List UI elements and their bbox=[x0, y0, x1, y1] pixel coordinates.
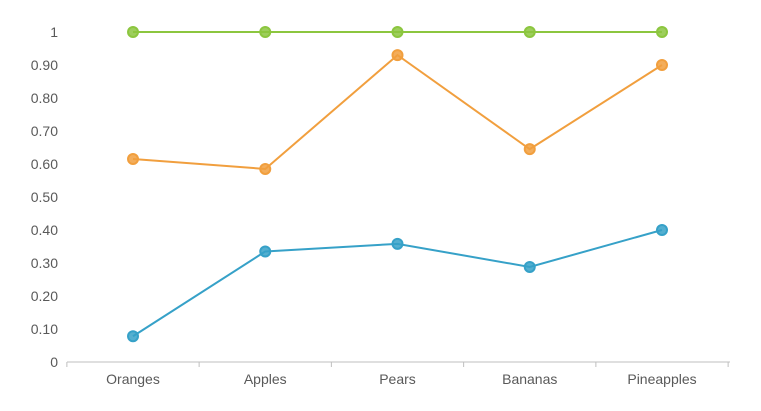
data-point[interactable] bbox=[391, 237, 404, 250]
x-tick-label: Pears bbox=[379, 371, 416, 387]
data-point[interactable] bbox=[523, 143, 536, 156]
data-point[interactable] bbox=[259, 245, 272, 258]
y-tick-label: 0 bbox=[50, 354, 58, 370]
y-tick-label: 0.30 bbox=[31, 255, 58, 271]
data-point[interactable] bbox=[656, 59, 668, 71]
data-point[interactable] bbox=[127, 330, 139, 343]
x-axis: Oranges Apples Pears Bananas Pineapples bbox=[66, 361, 730, 387]
series-0 bbox=[127, 26, 668, 38]
data-point[interactable] bbox=[127, 26, 139, 38]
x-tick-label: Apples bbox=[244, 371, 287, 387]
series-line bbox=[132, 53, 663, 170]
data-point[interactable] bbox=[259, 162, 272, 175]
y-tick-label: 0.40 bbox=[31, 222, 58, 238]
x-tick-label: Bananas bbox=[502, 371, 557, 387]
data-point[interactable] bbox=[127, 153, 139, 166]
series-1 bbox=[127, 49, 668, 175]
data-point[interactable] bbox=[523, 26, 536, 38]
series-layer bbox=[127, 26, 668, 343]
y-tick-label: 0.20 bbox=[31, 288, 58, 304]
data-point[interactable] bbox=[656, 224, 668, 236]
y-axis: 0 0.10 0.20 0.30 0.40 0.50 0.60 0.70 0.80 0.90 1 bbox=[31, 24, 58, 370]
y-tick-label: 1 bbox=[50, 24, 58, 40]
y-tick-label: 0.10 bbox=[31, 321, 58, 337]
x-tick-label: Oranges bbox=[106, 371, 160, 387]
data-point[interactable] bbox=[259, 26, 272, 38]
data-point[interactable] bbox=[391, 26, 404, 38]
data-point[interactable] bbox=[656, 26, 668, 38]
y-tick-label: 0.90 bbox=[31, 57, 58, 73]
y-tick-label: 0.70 bbox=[31, 123, 58, 139]
data-point[interactable] bbox=[391, 49, 404, 62]
y-tick-label: 0.80 bbox=[31, 90, 58, 106]
x-tick-label: Pineapples bbox=[627, 371, 696, 387]
series-2 bbox=[127, 224, 668, 343]
data-point[interactable] bbox=[523, 260, 536, 273]
y-tick-label: 0.50 bbox=[31, 189, 58, 205]
y-tick-label: 0.60 bbox=[31, 156, 58, 172]
